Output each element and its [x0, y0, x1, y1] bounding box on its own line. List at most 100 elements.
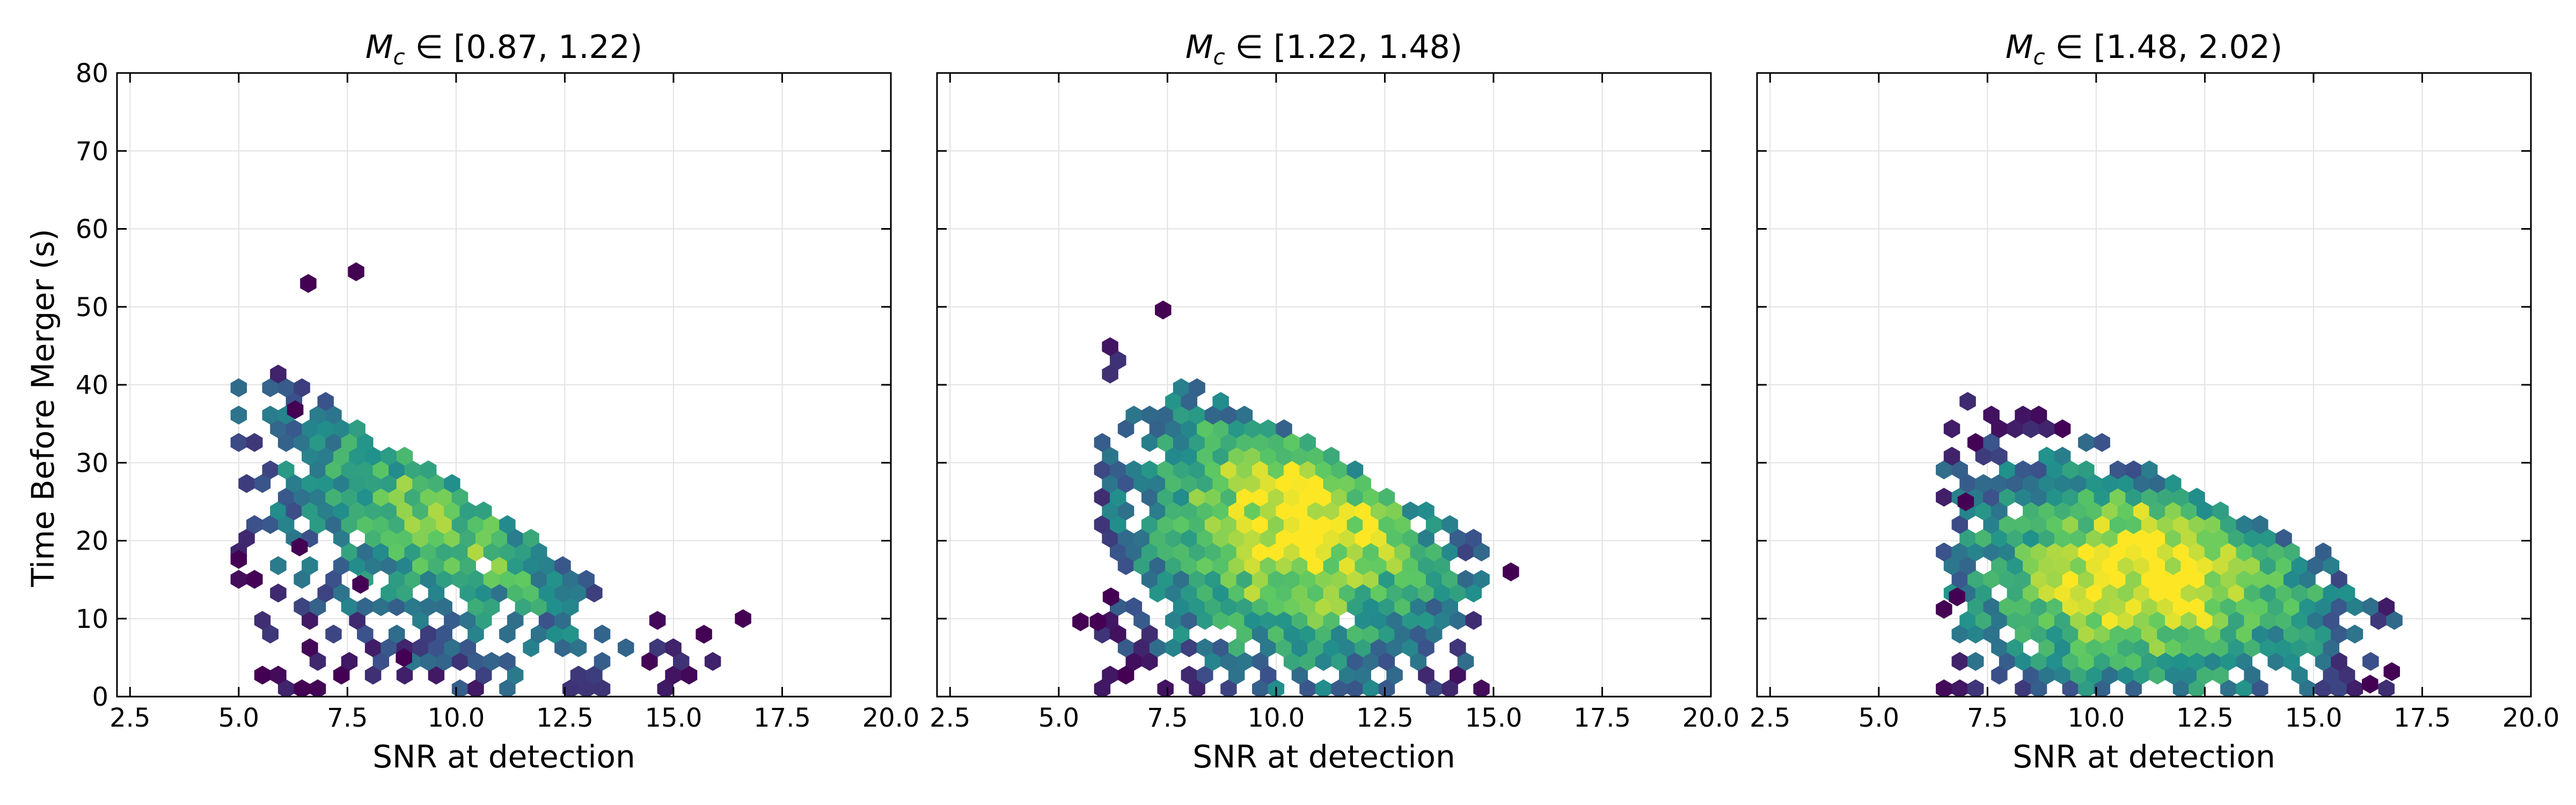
hexbin-cell	[2172, 487, 2190, 507]
hexbin-cell	[1133, 611, 1150, 630]
y-tick-label: 0	[92, 682, 108, 712]
hexbin-cell	[1299, 679, 1316, 697]
hexbin-cell	[586, 583, 603, 603]
hexbin-cell	[1181, 611, 1197, 630]
hexbin-cell	[294, 679, 310, 697]
hexbin-cell	[2023, 529, 2039, 548]
hexbin-cell	[1149, 501, 1166, 521]
hexbin-cell	[2094, 487, 2110, 507]
hexbin-cell	[2275, 556, 2292, 575]
hexbin-cell	[2133, 529, 2150, 548]
hexbin-cell	[2252, 679, 2268, 697]
hexbin-cell	[2117, 529, 2134, 548]
hexbin-cell	[1299, 597, 1316, 617]
hexbin-cell	[294, 569, 310, 589]
hexbin-cell	[1149, 419, 1166, 438]
hexbin-cell	[1133, 474, 1150, 493]
hexbin-cell	[1386, 665, 1403, 685]
hexbin-cell	[2023, 611, 2039, 630]
hexbin-cell	[1346, 597, 1364, 617]
hexbin-cell	[1473, 679, 1490, 697]
hexbin-cell	[333, 501, 350, 521]
hexbin-cell	[309, 460, 326, 480]
hexbin-cell	[673, 652, 690, 671]
hexbin-cell	[294, 487, 310, 507]
hexbin-cell	[2331, 652, 2347, 671]
hexbin-cell-outlier	[396, 648, 412, 667]
hexbin-cell	[1228, 556, 1245, 575]
hexbin-cell	[1181, 583, 1197, 603]
hexbin-cell	[2236, 515, 2252, 535]
hexbin-cell	[2070, 665, 2087, 685]
hexbin-cell	[1291, 638, 1308, 657]
x-tick-label: 17.5	[2394, 703, 2451, 733]
hexbin-cell	[1165, 392, 1182, 411]
hexbin-cell	[1220, 652, 1237, 671]
hexbin-cell	[372, 652, 390, 671]
x-tick-label: 10.0	[2067, 703, 2125, 733]
hexbin-cell	[2212, 583, 2229, 603]
hexbin-cell	[2125, 652, 2142, 671]
hexbin-cell	[1370, 529, 1387, 548]
hexbin-cell	[1473, 542, 1490, 562]
hexbin-cell	[2046, 652, 2063, 671]
hexbin-cell	[1983, 515, 2000, 535]
hexbin-cell	[1189, 542, 1205, 562]
hexbin-cell	[1323, 638, 1340, 657]
hexbin-cell	[1394, 542, 1411, 562]
hexbin-cell	[1959, 556, 1976, 575]
hexbin-cell	[2220, 542, 2237, 562]
hexbin-cell	[396, 474, 413, 493]
hexbin-cell	[2196, 583, 2213, 603]
hexbin-cell	[1276, 611, 1292, 630]
y-tick-label: 60	[76, 215, 108, 245]
hexbin-cell	[2094, 624, 2110, 644]
hexbin-cell-outlier	[2362, 675, 2379, 694]
hexbin-cell	[2204, 569, 2221, 589]
hexbin-cell	[1212, 556, 1229, 575]
hexbin-cell	[1450, 611, 1466, 630]
hexbin-cell	[1204, 460, 1221, 480]
hexbin-cell	[2007, 474, 2024, 493]
hexbin-cell	[372, 597, 390, 617]
hexbin-cell	[389, 597, 405, 617]
hexbin-cell	[1450, 665, 1466, 685]
hexbin-cell	[507, 583, 524, 603]
hexbin-cell	[1386, 583, 1403, 603]
hexbin-cell	[1117, 529, 1135, 548]
panel-3: 2.5 5.0 7.5 10.0 12.5 15.0 17.5 20.0 SNR at dete…	[1750, 28, 2559, 775]
hexbin-cell	[349, 556, 365, 575]
hexbin-cell	[2244, 529, 2260, 548]
hexbin-cell	[2110, 569, 2126, 589]
hexbin-cell	[270, 583, 287, 603]
hexbin-cell	[1410, 652, 1426, 671]
hexbin-cell	[459, 501, 476, 521]
hexbin-cell	[1991, 556, 2008, 575]
hexbin-cell	[2315, 679, 2332, 697]
hexbin-cell	[1418, 529, 1435, 548]
hexbin-cell	[1133, 529, 1150, 548]
hexbin-cell	[2094, 433, 2110, 452]
hexbin-cells	[1936, 392, 2403, 697]
hexbin-cell	[2180, 501, 2197, 521]
hexbin-cell	[2062, 515, 2079, 535]
hexbin-cell	[1212, 638, 1229, 657]
hexbin-cell	[1951, 652, 1968, 671]
hexbin-cell	[1197, 474, 1213, 493]
hexbin-cell	[2062, 679, 2079, 697]
hexbin-cell	[1331, 679, 1348, 697]
hexbin-cell	[1402, 529, 1419, 548]
hexbin-cell	[1983, 597, 2000, 617]
hexbin-cell	[372, 515, 390, 535]
hexbin-cell	[1346, 542, 1364, 562]
hexbin-cell	[1102, 474, 1118, 493]
hexbin-cell	[451, 652, 469, 671]
hexbin-cell	[2117, 501, 2134, 521]
hexbin-cell	[364, 556, 382, 575]
hexbin-cell	[2189, 679, 2205, 697]
hexbin-cell	[1165, 447, 1182, 466]
hexbin-cell	[2023, 501, 2039, 521]
hexbin-cell	[1283, 652, 1300, 671]
hexbin-cell-outlier	[300, 274, 317, 293]
hexbin-cell	[372, 542, 390, 562]
